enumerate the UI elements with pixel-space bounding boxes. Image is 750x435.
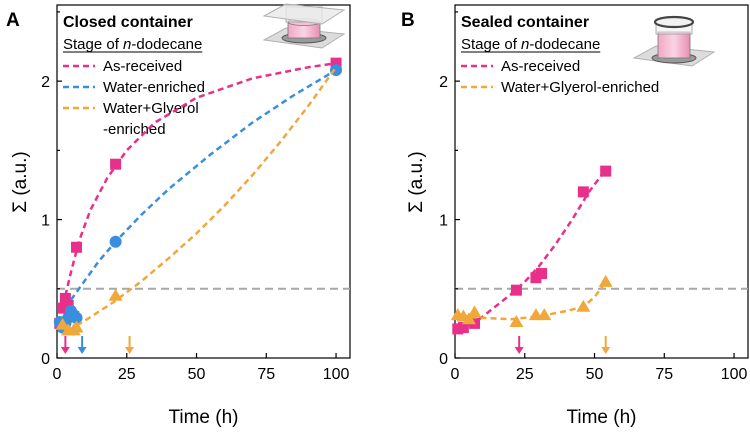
- x-tick-label-a-50: 50: [188, 366, 206, 383]
- closed-container-icon: [262, 3, 346, 49]
- fit-curve-a-2: [67, 66, 338, 332]
- panel-title-b: Sealed container: [461, 14, 589, 31]
- data-point-b-1-6: [537, 308, 552, 321]
- fit-curve-b-1: [460, 281, 607, 321]
- data-point-b-1-4: [509, 315, 524, 328]
- data-point-b-0-5: [530, 272, 542, 284]
- fit-curve-a-1: [69, 68, 337, 301]
- data-point-b-0-0: [452, 323, 464, 335]
- x-axis-label-b: Time (h): [566, 407, 636, 428]
- data-point-b-1-2: [461, 312, 476, 325]
- y-tick-label-b-0: 0: [439, 351, 448, 368]
- y-tick-label-a-0: 0: [41, 351, 50, 368]
- data-point-b-0-1: [457, 322, 469, 334]
- plot-frame-a: [56, 4, 351, 359]
- x-tick-label-a-25: 25: [118, 366, 136, 383]
- data-point-a-2-0: [55, 317, 70, 330]
- data-point-a-0-3: [62, 299, 74, 311]
- x-tick-label-a-75: 75: [257, 366, 275, 383]
- onset-arrow-head-a-1: [77, 347, 87, 354]
- x-tick-label-a-100: 100: [323, 366, 350, 383]
- data-point-a-0-1: [57, 302, 69, 314]
- x-tick-label-b-75: 75: [655, 366, 673, 383]
- panel-letter-b: B: [401, 10, 415, 31]
- data-point-b-1-3: [467, 305, 482, 318]
- plot-frame-b: [454, 4, 749, 359]
- data-point-a-2-3: [69, 320, 84, 333]
- panel-a: A 0 25 50 75 100 0 1 2 Time (h) Σ (a.u.) Closed co…: [6, 3, 351, 428]
- data-point-b-0-7: [577, 186, 589, 198]
- legend-label-a-1-0: Water-enriched: [103, 79, 205, 96]
- legend-label-b-1-0: Water+Glyerol-enriched: [501, 79, 659, 96]
- sealed-container-icon: [632, 15, 716, 67]
- y-tick-label-a-2: 2: [41, 74, 50, 91]
- y-tick-label-b-2: 2: [439, 74, 448, 91]
- panel-b: B 0 25 50 75 100 0 1 2 Time (h) Σ (a.u.) Sealed co…: [401, 4, 749, 428]
- data-point-b-1-8: [598, 274, 613, 287]
- x-axis-label-a: Time (h): [168, 407, 238, 428]
- y-tick-label-a-1: 1: [41, 213, 50, 230]
- onset-arrow-head-b-1: [601, 347, 611, 354]
- data-point-b-0-8: [600, 165, 612, 177]
- onset-arrow-head-a-2: [125, 347, 135, 354]
- y-axis-label-b: Σ (a.u.): [406, 151, 427, 212]
- data-point-b-1-7: [576, 299, 591, 312]
- data-point-a-0-6: [110, 158, 122, 170]
- x-tick-label-b-50: 50: [586, 366, 604, 383]
- legend-label-a-2-1: -enriched: [103, 121, 166, 138]
- data-point-b-0-6: [536, 268, 548, 280]
- y-axis-label-a: Σ (a.u.): [10, 151, 31, 212]
- onset-arrow-head-a-0: [60, 347, 70, 354]
- legend-label-a-2-0: Water+Glyerol: [103, 100, 199, 117]
- onset-arrow-head-b-0: [514, 347, 524, 354]
- x-tick-label-b-100: 100: [721, 366, 748, 383]
- data-point-a-0-5: [71, 241, 83, 253]
- data-point-a-0-2: [59, 292, 71, 304]
- x-tick-label-a-0: 0: [53, 366, 62, 383]
- legend-heading-a: Stage of n-dodecane: [63, 36, 202, 53]
- panel-title-a: Closed container: [63, 14, 193, 31]
- legend-heading-b: Stage of n-dodecane: [461, 36, 600, 53]
- x-tick-label-b-25: 25: [516, 366, 534, 383]
- y-tick-label-b-1: 1: [439, 213, 448, 230]
- data-point-a-1-6: [70, 311, 83, 324]
- data-point-a-0-7: [330, 57, 342, 69]
- fit-curve-a-0: [64, 61, 337, 296]
- data-point-a-2-4: [108, 288, 123, 301]
- legend-label-b-0-0: As-received: [501, 58, 580, 75]
- x-tick-label-b-0: 0: [451, 366, 460, 383]
- data-point-a-1-7: [109, 235, 122, 248]
- data-point-b-0-4: [510, 284, 522, 296]
- legend-label-a-0-0: As-received: [103, 58, 182, 75]
- panel-letter-a: A: [6, 10, 20, 31]
